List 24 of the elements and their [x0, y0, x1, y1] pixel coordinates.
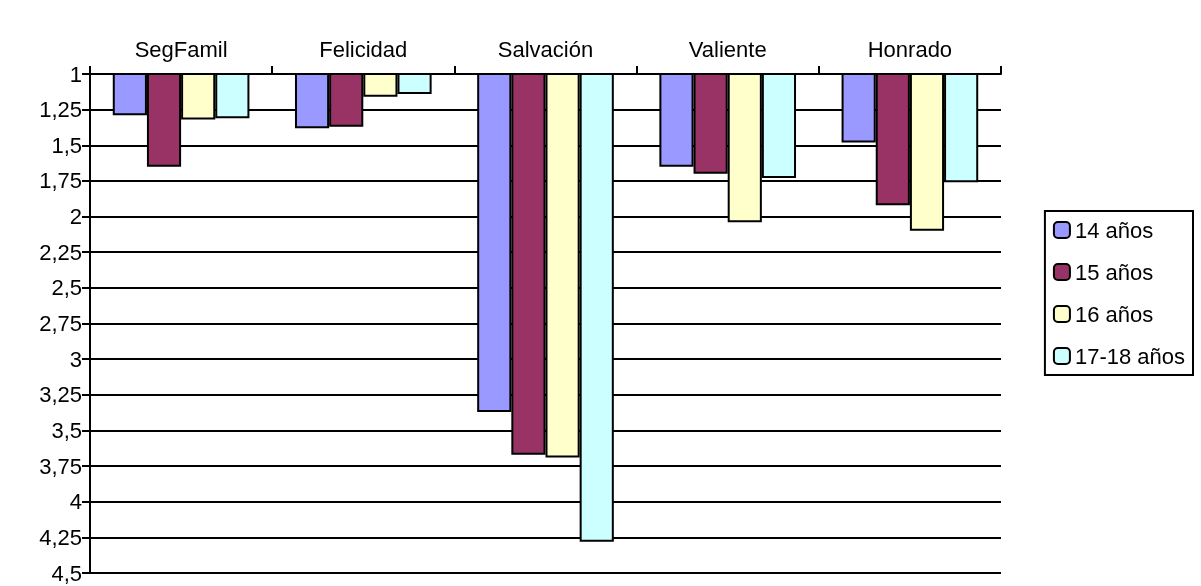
y-tick-label: 1	[69, 61, 82, 87]
legend-label: 16 años	[1074, 301, 1154, 327]
y-tick-label: 1,25	[39, 97, 82, 123]
y-tick-label: 1,75	[39, 168, 82, 194]
x-tick-label: Salvación	[497, 36, 594, 62]
y-tick-label: 4,25	[39, 524, 82, 550]
legend-label: 14 años	[1074, 217, 1154, 243]
x-tick-label: Honrado	[867, 36, 953, 62]
y-tick-label: 2,25	[39, 239, 82, 265]
y-tick-label: 3,5	[51, 417, 82, 443]
y-tick-label: 4	[69, 489, 82, 515]
y-tick-label: 3	[69, 346, 82, 372]
legend-label: 17-18 años	[1074, 343, 1186, 369]
y-tick-label: 4,5	[51, 560, 82, 586]
x-tick-label: SegFamil	[134, 36, 228, 62]
y-tick-label: 2,5	[51, 275, 82, 301]
y-tick-label: 2,75	[39, 311, 82, 336]
legend-label: 15 años	[1074, 259, 1154, 285]
y-tick-label: 3,25	[39, 382, 82, 408]
x-tick-label: Felicidad	[319, 36, 408, 62]
y-tick-label: 2	[69, 204, 82, 230]
y-tick-label: 3,75	[39, 453, 82, 479]
y-tick-label: 1,5	[51, 132, 82, 158]
x-tick-label: Valiente	[688, 36, 767, 62]
